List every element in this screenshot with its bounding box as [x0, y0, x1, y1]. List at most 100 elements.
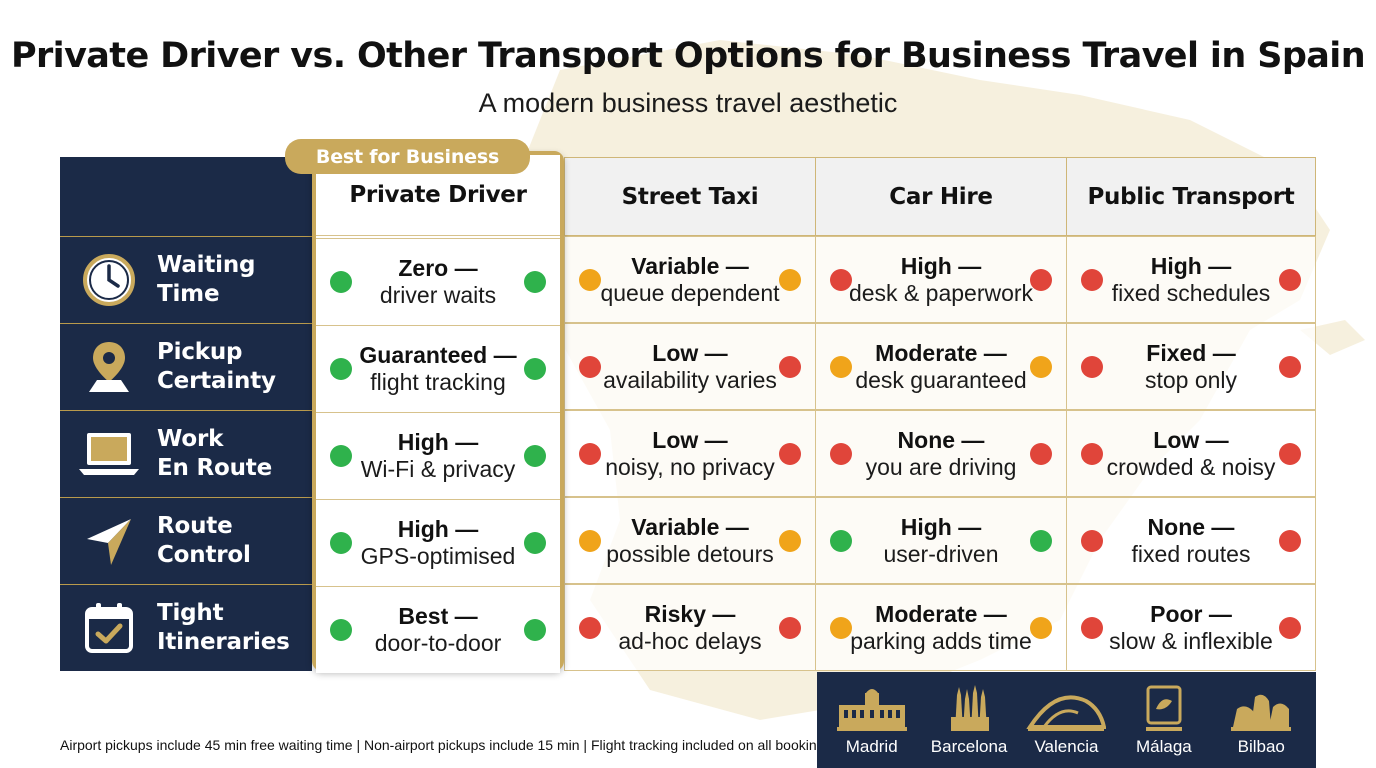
row-label: Work En Route — [157, 426, 272, 481]
cell-detail: user-driven — [883, 540, 999, 567]
status-dot — [830, 617, 852, 639]
city-name: Bilbao — [1237, 737, 1285, 756]
status-dot — [1279, 269, 1301, 291]
page-subtitle: A modern business travel aesthetic — [478, 88, 898, 118]
cell-detail: Wi-Fi & privacy — [360, 456, 516, 482]
table-cell: High — user-driven — [815, 497, 1067, 584]
table-cell: High — fixed schedules — [1066, 236, 1316, 323]
column-header-street-taxi: Street Taxi — [564, 157, 816, 236]
footnote: Airport pickups include 45 min free wait… — [60, 737, 832, 753]
row-label: Pickup Certainty — [157, 339, 276, 394]
status-dot — [1081, 443, 1103, 465]
row-header-pickup-certainty: Pickup Certainty — [60, 323, 312, 410]
city-madrid: Madrid — [826, 683, 918, 757]
status-dot — [1030, 617, 1052, 639]
status-dot — [330, 358, 352, 380]
city-barcelona: Barcelona — [923, 683, 1015, 757]
cell-detail: fixed schedules — [1111, 279, 1271, 306]
cell-detail: availability varies — [603, 366, 777, 393]
cell-detail: driver waits — [379, 282, 497, 308]
cell-detail: fixed routes — [1131, 540, 1251, 567]
cell-detail: desk guaranteed — [855, 366, 1027, 393]
cell-detail: flight tracking — [370, 369, 506, 395]
cell-level: High — — [1150, 252, 1232, 279]
cell-detail: queue dependent — [600, 279, 780, 306]
cell-level: Moderate — — [875, 339, 1007, 366]
malaga-logo-icon — [1145, 685, 1182, 731]
sagrada-familia-icon — [951, 685, 990, 731]
status-dot — [524, 271, 546, 293]
status-dot — [1279, 530, 1301, 552]
cell-detail: stop only — [1144, 366, 1238, 393]
table-cell: Low — noisy, no privacy — [564, 410, 816, 497]
status-dot — [579, 269, 601, 291]
cell-detail: desk & paperwork — [848, 279, 1034, 306]
cell-detail: GPS-optimised — [360, 543, 516, 569]
row-header-waiting-time: Waiting Time — [60, 236, 312, 323]
city-name: Barcelona — [930, 737, 1008, 756]
status-dot — [1279, 356, 1301, 378]
table-cell: Low — availability varies — [564, 323, 816, 410]
status-dot — [830, 356, 852, 378]
laptop-icon — [60, 429, 157, 479]
status-dot — [830, 443, 852, 465]
status-dot — [1279, 617, 1301, 639]
status-dot — [779, 530, 801, 552]
table-cell: High — GPS-optimised — [316, 499, 560, 586]
highlighted-column-private-driver: Private Driver Zero — driver waits Guara… — [312, 151, 564, 673]
city-name: Málaga — [1135, 737, 1192, 756]
table-cell: High — Wi-Fi & privacy — [316, 412, 560, 499]
cell-level: Zero — — [398, 255, 478, 281]
cell-level: High — — [900, 513, 982, 540]
cell-level: Best — — [398, 603, 478, 629]
map-pin-icon — [60, 338, 157, 396]
city-valencia: Valencia — [1020, 683, 1112, 757]
status-dot — [779, 356, 801, 378]
comparison-table: Waiting Time Pickup Certainty Work En Ro… — [60, 151, 1316, 673]
status-dot — [1081, 269, 1103, 291]
status-dot — [524, 358, 546, 380]
cell-level: Poor — — [1150, 600, 1232, 627]
guggenheim-icon — [1231, 694, 1292, 731]
status-dot — [579, 356, 601, 378]
status-dot — [1030, 269, 1052, 291]
status-dot — [524, 619, 546, 641]
cell-level: Variable — — [631, 513, 749, 540]
status-dot — [1081, 617, 1103, 639]
cell-detail: possible detours — [606, 540, 774, 567]
row-header-route-control: Route Control — [60, 497, 312, 584]
table-cell: Guaranteed — flight tracking — [316, 325, 560, 412]
status-dot — [579, 530, 601, 552]
status-dot — [524, 445, 546, 467]
cell-level: None — — [1147, 513, 1235, 540]
clock-icon — [60, 252, 157, 308]
city-name: Madrid — [845, 737, 898, 756]
table-cell: Zero — driver waits — [316, 238, 560, 325]
cell-level: Low — — [652, 426, 728, 453]
cell-detail: you are driving — [865, 453, 1017, 480]
status-dot — [330, 619, 352, 641]
column-header-car-hire: Car Hire — [815, 157, 1067, 236]
cell-level: Risky — — [644, 600, 736, 627]
cell-level: High — — [900, 252, 982, 279]
status-dot — [579, 617, 601, 639]
status-dot — [579, 443, 601, 465]
status-dot — [830, 530, 852, 552]
table-cell: Poor — slow & inflexible — [1066, 584, 1316, 671]
cell-detail: door-to-door — [374, 630, 502, 656]
row-label: Waiting Time — [157, 252, 256, 307]
table-cell: Low — crowded & noisy — [1066, 410, 1316, 497]
cell-level: Low — — [652, 339, 728, 366]
cell-level: Low — — [1153, 426, 1229, 453]
table-cell: Risky — ad-hoc delays — [564, 584, 816, 671]
status-dot — [830, 269, 852, 291]
table-cell: Fixed — stop only — [1066, 323, 1316, 410]
status-dot — [330, 445, 352, 467]
cell-detail: crowded & noisy — [1106, 453, 1276, 480]
status-dot — [1030, 443, 1052, 465]
cell-level: Fixed — — [1146, 339, 1236, 366]
table-cell: None — fixed routes — [1066, 497, 1316, 584]
row-label: Route Control — [157, 513, 251, 568]
status-dot — [779, 443, 801, 465]
royal-palace-icon — [836, 689, 907, 731]
